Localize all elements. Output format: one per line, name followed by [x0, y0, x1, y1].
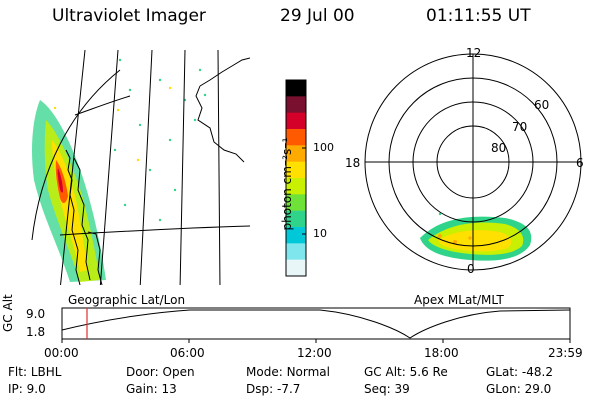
colorbar-segment	[286, 227, 306, 244]
info-gcalt: GC Alt: 5.6 Re	[364, 365, 448, 379]
timeline-ytick-bottom: 1.8	[26, 325, 46, 339]
info-glon-value: 29.0	[524, 382, 552, 396]
info-dsp-label: Dsp:	[246, 382, 274, 396]
colorbar-segment	[286, 210, 306, 228]
info-ip-label: IP:	[8, 382, 23, 396]
info-mode-label: Mode:	[246, 365, 283, 379]
timeline-xtick-0000: 00:00	[44, 346, 79, 360]
colorbar-segment	[286, 194, 306, 212]
colorbar-unit-label: photon cm⁻²s⁻¹	[280, 137, 294, 231]
timeline-ytick-top: 9.0	[26, 307, 46, 321]
colorbar-segment	[286, 112, 306, 130]
instrument-title: Ultraviolet Imager	[52, 6, 206, 26]
timeline-xtick-1800: 18:00	[424, 346, 459, 360]
timeline-xtick-0600: 06:00	[170, 346, 205, 360]
info-seq: Seq: 39	[364, 382, 410, 396]
mlt-label-0: 0	[467, 262, 475, 276]
mlat-label-60: 60	[534, 98, 550, 112]
timeline-frame	[61, 307, 571, 340]
polar-aurora-inner	[438, 230, 512, 252]
noise-dots-yellow	[53, 86, 172, 162]
colorbar-segment	[286, 96, 306, 114]
info-mode: Mode: Normal	[246, 365, 330, 379]
colorbar-segment	[286, 178, 306, 195]
latitude-lines	[59, 95, 250, 236]
colorbar-tick-10: 10	[313, 227, 327, 240]
info-gain-value: 13	[161, 382, 177, 396]
geographic-map	[31, 50, 250, 285]
info-gcalt-label: GC Alt:	[364, 365, 406, 379]
colorbar-segment	[286, 129, 306, 146]
polar-plot	[364, 53, 582, 271]
colorbar-segment	[286, 243, 306, 261]
mlt-label-18: 18	[345, 156, 361, 170]
info-glat: GLat: -48.2	[486, 365, 553, 379]
info-seq-label: Seq:	[364, 382, 391, 396]
colorbar-segment	[286, 145, 306, 163]
colorbar-segment	[286, 161, 306, 179]
info-flt: Flt: LBHL	[8, 365, 61, 379]
info-gain-label: Gain:	[126, 382, 158, 396]
timeline-ylabel: GC Alt	[1, 294, 15, 332]
longitude-lines	[60, 50, 221, 285]
colorbar-segment	[286, 259, 306, 277]
noise-dots	[113, 58, 207, 222]
info-ip: IP: 9.0	[8, 382, 46, 396]
mlt-label-12: 12	[466, 46, 482, 60]
info-mode-value: Normal	[286, 365, 330, 379]
info-gain: Gain: 13	[126, 382, 177, 396]
coastline	[65, 57, 250, 285]
info-door: Door: Open	[126, 365, 195, 379]
info-glat-value: -48.2	[521, 365, 553, 379]
time-label: 01:11:55 UT	[426, 6, 531, 26]
info-flt-value: LBHL	[30, 365, 62, 379]
timeline-xtick-1200: 12:00	[297, 346, 332, 360]
mlat-label-70: 70	[512, 120, 528, 134]
timeline-xtick-2359: 23:59	[548, 346, 583, 360]
info-glon-label: GLon:	[486, 382, 521, 396]
date-label: 29 Jul 00	[280, 6, 355, 26]
apex-panel-label: Apex MLat/MLT	[414, 293, 504, 307]
info-dsp: Dsp: -7.7	[246, 382, 300, 396]
info-ip-value: 9.0	[26, 382, 46, 396]
altitude-timeline	[61, 307, 571, 343]
mlat-label-80: 80	[491, 141, 507, 155]
altitude-curve	[61, 309, 571, 339]
info-flt-label: Flt:	[8, 365, 27, 379]
colorbar	[285, 79, 307, 277]
info-seq-value: 39	[394, 382, 410, 396]
info-dsp-value: -7.7	[276, 382, 301, 396]
geographic-panel-label: Geographic Lat/Lon	[68, 293, 186, 307]
colorbar-segment	[286, 80, 306, 97]
horizon-arc	[31, 69, 121, 241]
info-door-label: Door:	[126, 365, 159, 379]
colorbar-tick-100: 100	[313, 141, 334, 154]
info-door-value: Open	[162, 365, 195, 379]
aurora-core	[57, 168, 63, 193]
info-glat-label: GLat:	[486, 365, 519, 379]
info-gcalt-value: 5.6 Re	[409, 365, 448, 379]
mlt-label-6: 6	[576, 156, 584, 170]
info-glon: GLon: 29.0	[486, 382, 551, 396]
